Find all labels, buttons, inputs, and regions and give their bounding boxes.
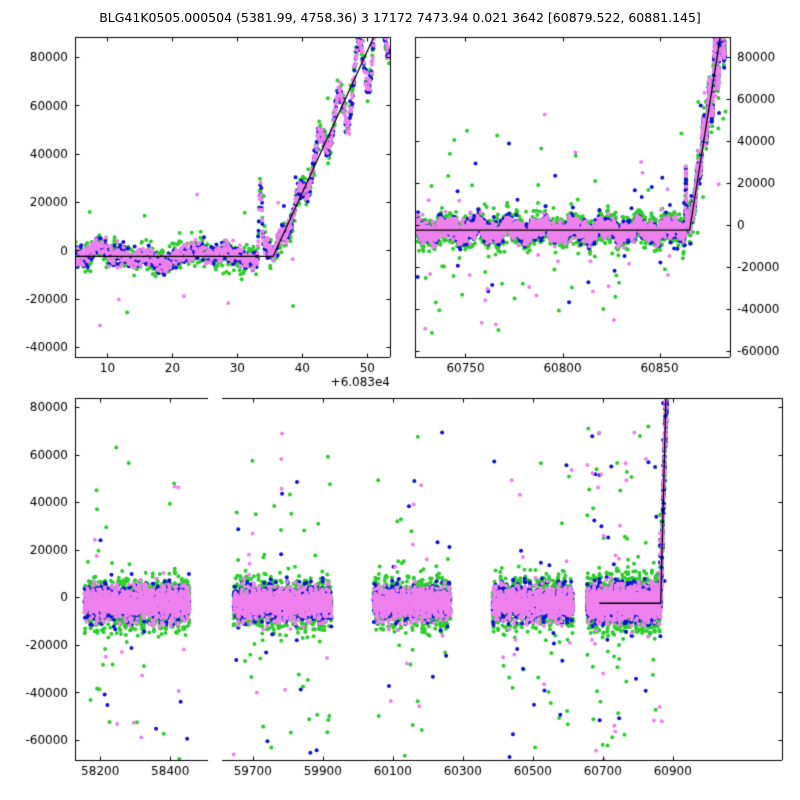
figure-title: BLG41K0505.000504 (5381.99, 4758.36) 3 1…: [99, 10, 701, 25]
